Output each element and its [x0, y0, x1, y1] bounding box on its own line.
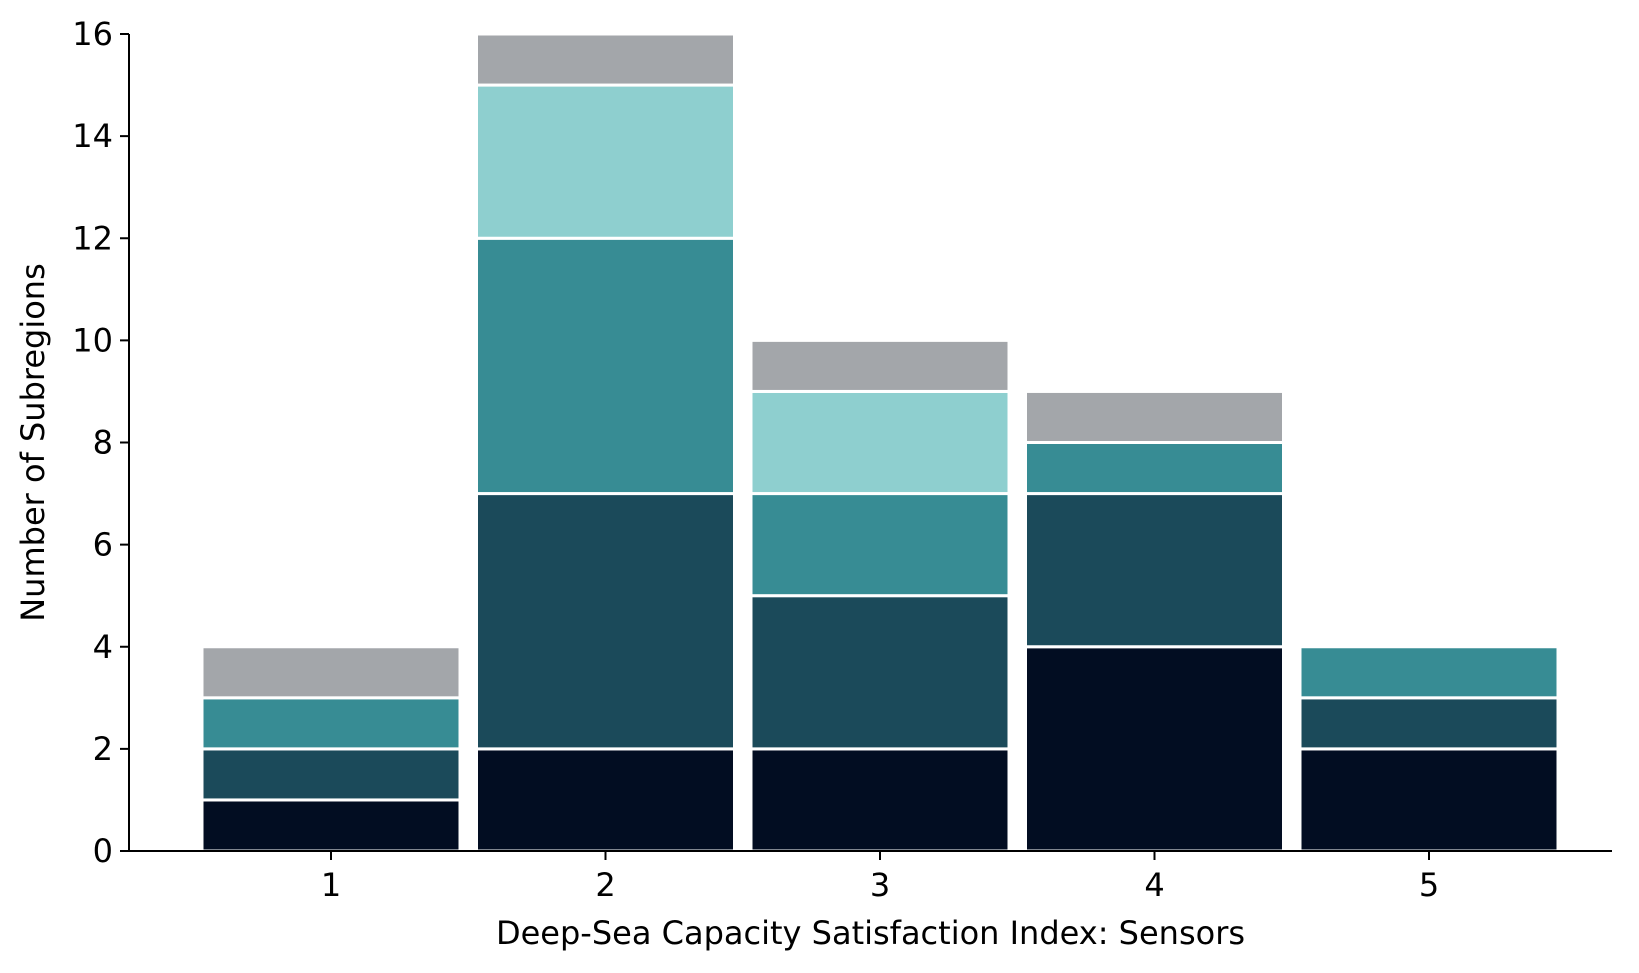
bar-segment-2-series-3 — [475, 236, 736, 496]
x-ticks: 1 2 3 4 5 — [321, 851, 1439, 904]
bar-segment-3-series-3 — [749, 492, 1011, 598]
y-tick-label: 4 — [93, 628, 113, 666]
y-tick-label: 8 — [93, 424, 113, 462]
x-tick-label: 4 — [1144, 866, 1164, 904]
y-ticks: 0 2 4 6 8 10 12 14 16 — [72, 15, 129, 870]
bars-layer — [200, 32, 1560, 853]
bar-segment-3-series-2 — [749, 594, 1011, 751]
x-tick-label: 1 — [321, 866, 341, 904]
bar-segment-5-series-1 — [1298, 747, 1560, 853]
bar-segment-1-series-3 — [200, 696, 462, 751]
y-axis-title: Number of Subregions — [14, 263, 52, 622]
bar-segment-4-series-3 — [1024, 441, 1285, 496]
bar-segment-2-series-1 — [475, 747, 736, 853]
bar-segment-3-series-5 — [749, 338, 1011, 393]
y-tick-label: 0 — [93, 832, 113, 870]
bar-segment-1-series-5 — [200, 645, 462, 700]
bar-segment-2-series-2 — [475, 492, 736, 751]
bar-segment-1-series-2 — [200, 747, 462, 802]
bar-segment-3-series-4 — [749, 389, 1011, 496]
bar-segment-2-series-5 — [475, 32, 736, 87]
y-tick-label: 10 — [72, 321, 113, 359]
y-tick-label: 14 — [72, 117, 113, 155]
y-tick-label: 16 — [72, 15, 113, 53]
x-tick-label: 2 — [595, 866, 615, 904]
y-tick-label: 2 — [93, 730, 113, 768]
y-tick-label: 12 — [72, 219, 113, 257]
bar-segment-2-series-4 — [475, 83, 736, 240]
x-tick-label: 3 — [870, 866, 890, 904]
x-axis-title: Deep-Sea Capacity Satisfaction Index: Se… — [496, 914, 1245, 952]
bar-segment-4-series-5 — [1024, 389, 1285, 444]
x-tick-label: 5 — [1419, 866, 1439, 904]
y-tick-label: 6 — [93, 526, 113, 564]
bar-segment-1-series-1 — [200, 798, 462, 853]
bar-segment-3-series-1 — [749, 747, 1011, 853]
bar-segment-5-series-3 — [1298, 645, 1560, 700]
bar-segment-5-series-2 — [1298, 696, 1560, 751]
bar-segment-4-series-1 — [1024, 645, 1285, 853]
bar-segment-4-series-2 — [1024, 492, 1285, 649]
